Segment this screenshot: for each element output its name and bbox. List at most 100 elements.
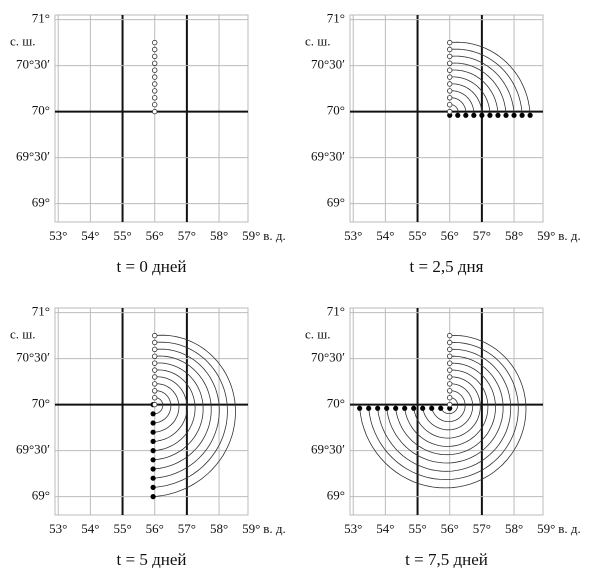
end-point — [384, 405, 390, 411]
end-point — [375, 405, 381, 411]
start-point — [152, 332, 158, 339]
start-point — [447, 388, 453, 394]
start-point — [152, 346, 158, 353]
panel-title: t = 7,5 дней — [405, 550, 488, 568]
trajectory-arc — [449, 83, 483, 116]
x-tick-label: 54° — [81, 521, 99, 536]
y-unit-label: с. ш. — [305, 34, 331, 49]
start-point — [152, 381, 158, 387]
start-point — [447, 88, 453, 94]
start-point — [447, 39, 453, 46]
start-point — [152, 360, 158, 366]
plot-frame — [54, 14, 249, 223]
y-tick-label: 71° — [327, 304, 345, 319]
x-tick-label: 58° — [210, 521, 228, 536]
start-point — [447, 46, 453, 53]
start-point — [447, 360, 453, 366]
end-point — [357, 405, 363, 411]
y-tick-label: 70° — [32, 103, 50, 118]
y-tick-label: 70°30′ — [16, 57, 50, 72]
x-tick-label: 53° — [49, 521, 67, 536]
end-point — [511, 112, 517, 118]
x-tick-label: 56° — [441, 228, 459, 243]
start-point — [152, 339, 158, 346]
x-tick-label: 58° — [210, 228, 228, 243]
x-tick-label: 57° — [473, 228, 491, 243]
x-tick-label: 55° — [408, 228, 426, 243]
start-point — [447, 353, 453, 359]
x-tick-label: 55° — [408, 521, 426, 536]
y-tick-label: 69°30′ — [16, 442, 50, 457]
trajectory-arc — [153, 369, 196, 451]
end-point — [393, 405, 399, 411]
trajectory-arc — [440, 397, 459, 414]
start-point — [447, 67, 453, 73]
panel-title: t = 5 дней — [117, 550, 187, 568]
x-tick-label: 58° — [505, 228, 523, 243]
end-point — [150, 420, 156, 426]
start-point — [152, 388, 158, 394]
x-tick-label: 59° — [242, 521, 260, 536]
start-point — [447, 367, 453, 373]
start-point — [447, 108, 453, 115]
start-point — [152, 67, 158, 73]
start-point — [152, 401, 158, 408]
x-unit-label: в. д. — [263, 228, 286, 243]
start-point — [447, 101, 453, 108]
y-tick-label: 70° — [32, 396, 50, 411]
end-point — [487, 112, 493, 118]
end-point — [471, 112, 477, 118]
map-panel: 53° 54° 55° 56° 57° 58° 59° 71° 70°30′ 70° 69°30′ 6… — [10, 11, 286, 276]
start-point — [152, 74, 158, 80]
start-point — [152, 46, 158, 53]
end-point — [150, 466, 156, 472]
start-point — [447, 346, 453, 353]
x-tick-label: 58° — [505, 521, 523, 536]
trajectory-arc — [153, 362, 204, 461]
start-point — [447, 332, 453, 339]
start-point — [447, 53, 453, 60]
trajectory-arc — [153, 348, 220, 479]
end-point — [150, 429, 156, 435]
trajectory-arc — [449, 69, 499, 116]
y-tick-label: 69°30′ — [311, 442, 345, 457]
start-point — [152, 108, 158, 115]
y-tick-label: 69° — [327, 488, 345, 503]
y-unit-label: с. ш. — [305, 327, 331, 342]
trajectory-arc — [449, 97, 467, 116]
end-point — [447, 405, 453, 411]
end-point — [447, 112, 453, 118]
trajectory-arc — [386, 355, 504, 464]
trajectory-arc — [153, 341, 228, 488]
start-point — [152, 81, 158, 87]
y-tick-label: 71° — [32, 11, 50, 26]
plot-frame — [54, 307, 249, 516]
x-tick-label: 56° — [146, 228, 164, 243]
x-tick-label: 56° — [441, 521, 459, 536]
x-tick-label: 59° — [242, 228, 260, 243]
end-point — [420, 405, 426, 411]
end-point — [150, 411, 156, 417]
y-tick-label: 70° — [327, 103, 345, 118]
x-tick-label: 55° — [113, 228, 131, 243]
y-tick-label: 69° — [32, 195, 50, 210]
panel-title: t = 0 дней — [117, 257, 187, 276]
start-point — [447, 394, 453, 401]
trajectory-arc — [153, 383, 180, 433]
x-tick-label: 59° — [537, 228, 555, 243]
x-tick-label: 54° — [376, 228, 394, 243]
trajectory-arc — [449, 62, 507, 116]
panel-title: t = 2,5 дня — [410, 257, 484, 276]
y-tick-label: 71° — [32, 304, 50, 319]
x-tick-label: 53° — [49, 228, 67, 243]
y-tick-label: 69° — [327, 195, 345, 210]
start-point — [447, 339, 453, 346]
trajectory-arc — [431, 390, 466, 422]
start-point — [447, 60, 453, 66]
y-tick-label: 70° — [327, 396, 345, 411]
trajectory-arc — [413, 376, 481, 439]
end-point — [495, 112, 501, 118]
y-tick-label: 69° — [32, 488, 50, 503]
start-point — [447, 381, 453, 387]
end-point — [503, 112, 509, 118]
